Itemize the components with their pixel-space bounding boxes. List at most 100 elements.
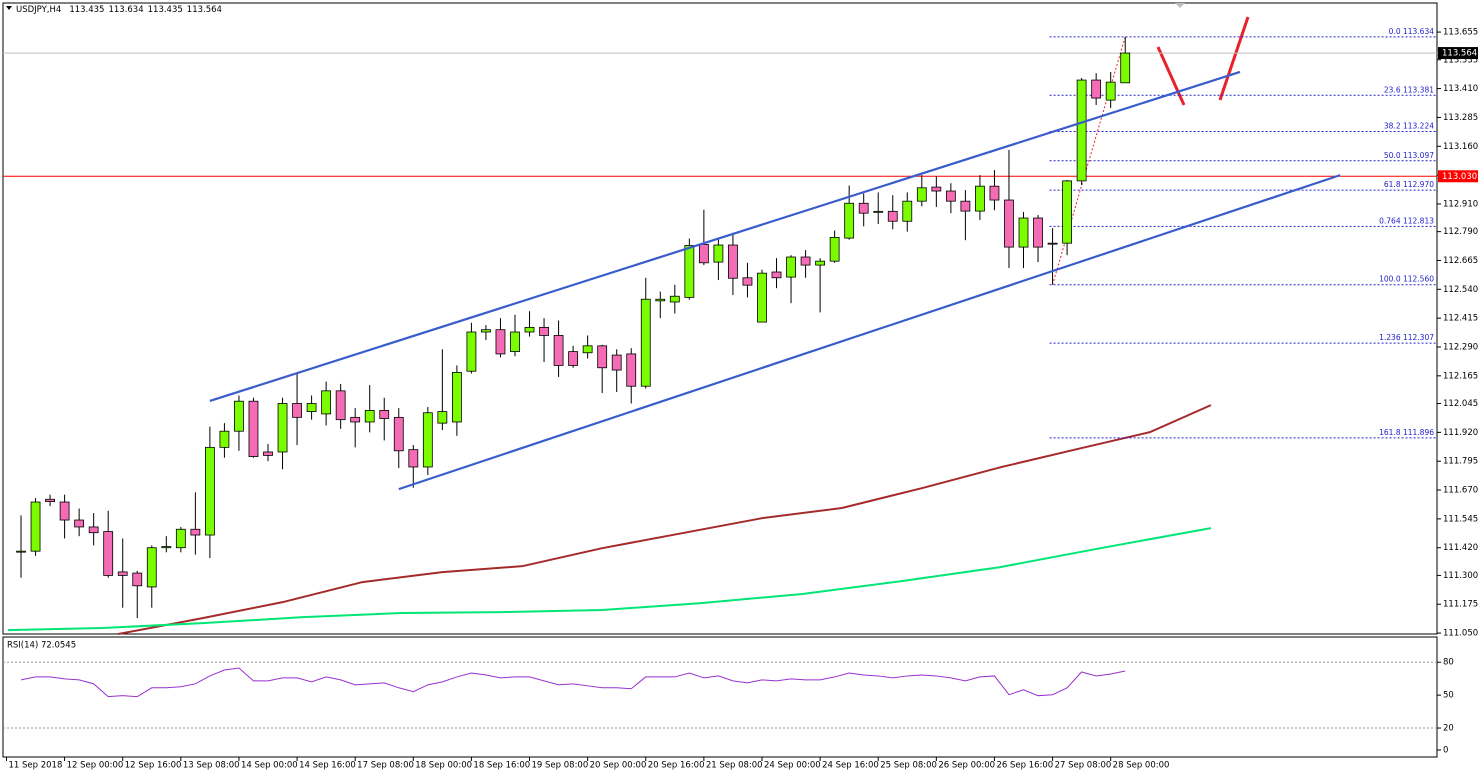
candle-body: [975, 185, 985, 212]
candle-body: [263, 451, 273, 456]
candle-body: [916, 187, 927, 202]
x-tick-label: 17 Sep 08:00: [357, 761, 414, 771]
x-tick-label: 20 Sep 00:00: [590, 761, 647, 771]
candle-body: [364, 410, 375, 423]
rsi-y-tick-label: 20: [1443, 724, 1454, 734]
chart-header: USDJPY,H4 113.435 113.634 113.435 113.564: [16, 5, 222, 15]
candle-body: [321, 390, 332, 415]
candle-body: [30, 501, 41, 552]
x-tick-label: 21 Sep 08:00: [706, 761, 763, 771]
candle-body: [698, 243, 709, 264]
candle-body: [190, 528, 201, 536]
candle-body: [234, 400, 244, 432]
candle-body: [786, 256, 796, 278]
candle-body: [1004, 199, 1014, 248]
y-tick-label: 113.285: [1443, 113, 1478, 123]
candle-body: [1033, 217, 1043, 248]
header-low: 113.435: [148, 5, 183, 15]
y-tick-label: 111.670: [1443, 486, 1478, 496]
rsi-y-tick-label: 0: [1443, 745, 1448, 755]
y-tick-label: 112.665: [1443, 256, 1478, 266]
y-tick-label: 113.160: [1443, 142, 1478, 152]
moving-average: [7, 527, 1212, 632]
candle-body: [742, 277, 753, 286]
candle-body: [960, 200, 971, 212]
y-tick-label: 112.290: [1443, 342, 1478, 352]
candle-body: [16, 550, 26, 553]
candle-body: [902, 200, 913, 222]
price-label-box: [1438, 170, 1478, 183]
candle-body: [292, 403, 302, 418]
x-tick-label: 12 Sep 16:00: [125, 761, 182, 771]
candle-body: [728, 244, 738, 279]
x-tick-label: 24 Sep 00:00: [764, 761, 821, 771]
x-tick-label: 12 Sep 00:00: [67, 761, 124, 771]
candle-body: [1076, 79, 1087, 182]
y-tick-label: 112.165: [1443, 371, 1478, 381]
x-tick-label: 13 Sep 08:00: [183, 761, 240, 771]
y-tick-label: 111.795: [1443, 457, 1478, 467]
candle-body: [757, 272, 767, 323]
candle-body: [655, 298, 666, 302]
candle-body: [844, 202, 855, 239]
trendline: [398, 174, 1341, 491]
y-tick-label: 111.050: [1443, 629, 1478, 639]
price-label: 113.030: [1442, 172, 1477, 182]
trendline: [209, 70, 1241, 403]
x-tick-label: 24 Sep 16:00: [822, 761, 879, 771]
candle-body: [350, 416, 361, 423]
fib-label: 1.236 112.307: [1379, 333, 1434, 342]
y-tick-label: 113.535: [1443, 55, 1478, 65]
candle-body: [582, 345, 593, 354]
fib-label: 100.0 112.560: [1379, 275, 1434, 284]
candle-body: [873, 210, 884, 213]
candle-body: [379, 410, 390, 419]
candle-body: [713, 244, 724, 263]
y-tick-label: 111.920: [1443, 428, 1478, 438]
y-tick-label: 113.410: [1443, 84, 1478, 94]
y-tick-label: 112.790: [1443, 227, 1478, 237]
y-tick-label: 111.545: [1443, 514, 1478, 524]
candle-body: [524, 326, 535, 333]
candle-body: [684, 245, 695, 298]
candle-body: [335, 390, 346, 421]
current-price-label: 113.564: [1442, 49, 1477, 59]
candle-body: [161, 546, 172, 549]
header-open: 113.435: [69, 5, 104, 15]
rsi-y-tick-label: 80: [1443, 658, 1454, 668]
candle-body: [59, 501, 70, 521]
y-tick-label: 111.300: [1443, 571, 1478, 581]
candle-body: [626, 353, 637, 387]
candle-body: [466, 331, 477, 372]
candle-body: [553, 335, 564, 366]
candle-body: [1047, 242, 1058, 245]
symbol: USDJPY,H4: [16, 5, 61, 15]
y-tick-label: 112.045: [1443, 399, 1478, 409]
candle-body: [219, 430, 230, 448]
candle-body: [495, 329, 506, 355]
candle-body: [306, 403, 317, 412]
candle-body: [1120, 52, 1131, 84]
candle-body: [931, 186, 942, 192]
y-tick-label: 111.175: [1443, 600, 1478, 610]
candle-body: [451, 371, 462, 423]
fib-label: 50.0 113.097: [1384, 151, 1434, 160]
fib-trend: [1052, 36, 1126, 285]
candle-body: [611, 354, 622, 371]
y-tick-label: 111.420: [1443, 543, 1478, 553]
y-tick-label: 112.910: [1443, 199, 1478, 209]
candle-body: [1018, 217, 1029, 248]
menu-triangle[interactable]: [6, 6, 12, 10]
fib-label: 0.764 112.813: [1379, 216, 1434, 225]
candle-body: [175, 528, 186, 549]
candle-body: [640, 298, 651, 387]
x-tick-label: 19 Sep 08:00: [532, 761, 589, 771]
candle-body: [88, 526, 99, 534]
current-price-box: [1438, 47, 1478, 60]
rsi-line: [20, 667, 1126, 698]
x-tick-label: 26 Sep 00:00: [938, 761, 995, 771]
x-tick-label: 14 Sep 00:00: [241, 761, 298, 771]
